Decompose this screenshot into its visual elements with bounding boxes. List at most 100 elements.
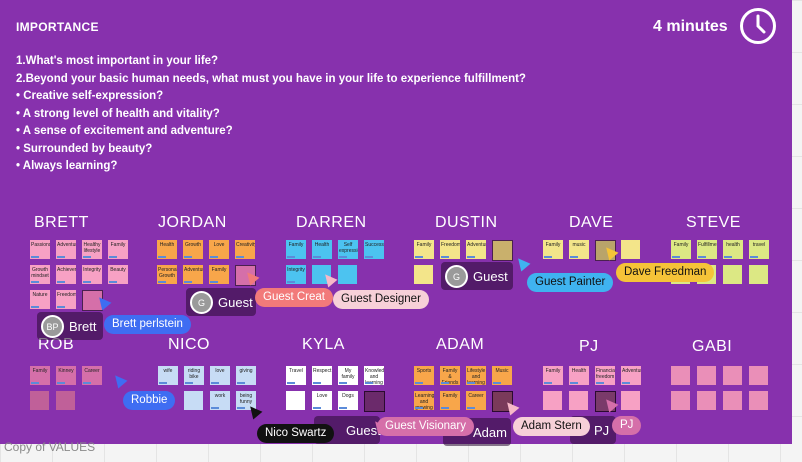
sticky-note[interactable]: giving — [236, 366, 256, 385]
sticky-note[interactable]: Family — [286, 240, 306, 259]
sticky-note[interactable]: Love — [209, 240, 229, 259]
sticky-note-empty[interactable] — [338, 265, 357, 284]
sticky-note[interactable]: Family — [209, 265, 229, 284]
sticky-note[interactable]: Health — [312, 240, 332, 259]
sticky-note[interactable]: Nature — [30, 290, 50, 309]
sticky-note[interactable]: Travel — [286, 366, 306, 385]
sticky-note-empty[interactable] — [621, 391, 640, 410]
sticky-note[interactable]: Achievement — [56, 265, 76, 284]
cursor-label-robbie: Robbie — [123, 391, 176, 410]
sticky-note[interactable]: Health — [157, 240, 177, 259]
sticky-note[interactable]: Love — [312, 391, 332, 410]
sticky-note[interactable]: Adventure — [183, 265, 203, 284]
sticky-note[interactable]: music — [569, 240, 589, 259]
sticky-note-empty[interactable] — [723, 366, 742, 385]
sticky-note[interactable]: My family — [338, 366, 358, 385]
sticky-note[interactable]: Adventure — [466, 240, 486, 259]
sticky-note[interactable]: health — [723, 240, 743, 259]
sticky-note-empty[interactable] — [749, 265, 768, 284]
sticky-note-selected[interactable] — [492, 240, 513, 261]
sticky-note-empty[interactable] — [723, 391, 742, 410]
sticky-note[interactable]: Career — [466, 391, 486, 410]
sticky-note[interactable]: Integrity — [82, 265, 102, 284]
frame-name-label[interactable]: Copy of VALUES — [4, 440, 96, 454]
sticky-note[interactable]: Creativity — [235, 240, 255, 259]
sticky-note[interactable]: Personal Growth — [157, 265, 177, 284]
sticky-note[interactable]: Freedom — [440, 240, 460, 259]
sticky-note[interactable]: Lifestyle and learning — [466, 366, 486, 385]
sticky-note[interactable]: Freedom — [56, 290, 76, 309]
sticky-note[interactable]: Music — [492, 366, 512, 385]
sticky-note[interactable]: Dogs — [338, 391, 358, 410]
sticky-note[interactable]: work — [210, 391, 230, 410]
sticky-note-empty[interactable] — [543, 391, 562, 410]
sticky-note-selected[interactable] — [364, 391, 385, 412]
sticky-note-empty[interactable] — [569, 391, 588, 410]
sticky-note-empty[interactable] — [723, 265, 742, 284]
sticky-note[interactable]: Health — [569, 366, 589, 385]
sticky-note[interactable]: Growth — [183, 240, 203, 259]
sticky-note-empty[interactable] — [697, 366, 716, 385]
sticky-note[interactable]: Family & Friends — [440, 366, 460, 385]
sticky-note-empty[interactable] — [749, 391, 768, 410]
prompt-list: 1.What's most important in your life? 2.… — [16, 53, 526, 176]
sticky-note[interactable]: Kinney — [56, 366, 76, 385]
sticky-note[interactable]: Family — [440, 391, 460, 410]
sticky-note-empty[interactable] — [671, 391, 690, 410]
sticky-note[interactable]: Success — [364, 240, 384, 259]
sticky-note[interactable]: Family — [30, 366, 50, 385]
sticky-note[interactable]: Financial freedom — [595, 366, 615, 385]
avatar-name: Guest — [346, 423, 381, 438]
sticky-note[interactable]: Healthy lifestyle — [82, 240, 102, 259]
sticky-note[interactable]: Growth mindset — [30, 265, 50, 284]
prompt-bullet-2: • A strong level of health and vitality? — [16, 107, 220, 120]
sticky-note-empty[interactable] — [414, 265, 433, 284]
sticky-note-selected[interactable] — [235, 265, 256, 286]
sticky-note-empty[interactable] — [749, 366, 768, 385]
person-name-pj: PJ — [579, 338, 599, 355]
sticky-note[interactable]: Family — [671, 240, 691, 259]
sticky-note-empty[interactable] — [621, 240, 640, 259]
sticky-note[interactable]: Adventure — [621, 366, 641, 385]
sticky-note[interactable]: Respect — [312, 366, 332, 385]
collaborator-guest-dustin: G Guest — [441, 262, 513, 290]
sticky-note-selected[interactable] — [492, 391, 513, 412]
sticky-note-empty[interactable] — [697, 391, 716, 410]
sticky-note[interactable]: Integrity — [286, 265, 306, 284]
sticky-note-empty[interactable] — [671, 366, 690, 385]
sticky-note[interactable]: Family — [543, 240, 563, 259]
sticky-note[interactable]: Passions — [30, 240, 50, 259]
sticky-note[interactable]: Self expression — [338, 240, 358, 259]
sticky-note-selected[interactable] — [595, 391, 616, 412]
sticky-note-empty[interactable] — [312, 265, 331, 284]
person-name-gabi: GABI — [692, 338, 733, 355]
sticky-note[interactable]: Career — [82, 366, 102, 385]
sticky-note[interactable]: wife — [158, 366, 178, 385]
sticky-note-selected[interactable] — [595, 240, 616, 261]
sticky-note-selected[interactable] — [82, 290, 103, 311]
sticky-note[interactable]: Learning and growing — [414, 391, 434, 410]
sticky-note[interactable]: Family — [543, 366, 563, 385]
cursor-label-pj: PJ — [612, 416, 642, 435]
sticky-note[interactable]: riding bike — [184, 366, 204, 385]
sticky-note[interactable]: being funny — [236, 391, 256, 410]
sticky-note[interactable]: travel — [749, 240, 769, 259]
person-name-steve: STEVE — [686, 214, 741, 231]
sticky-note[interactable]: Family — [108, 240, 128, 259]
importance-frame[interactable]: IMPORTANCE 4 minutes 1.What's most impor… — [0, 0, 792, 446]
cursor-label-guest-painter: Guest Painter — [527, 273, 614, 292]
sticky-note[interactable]: Family — [414, 240, 434, 259]
person-name-adam: ADAM — [436, 336, 485, 353]
prompt-1: 1.What's most important in your life? — [16, 55, 219, 67]
sticky-note-empty[interactable] — [30, 391, 49, 410]
sticky-note[interactable]: Sports — [414, 366, 434, 385]
sticky-note[interactable]: Fulfillment — [697, 240, 717, 259]
sticky-note[interactable]: Adventure — [56, 240, 76, 259]
sticky-note-empty[interactable] — [286, 391, 305, 410]
sticky-note[interactable]: Beauty — [108, 265, 128, 284]
sticky-note[interactable]: love — [210, 366, 230, 385]
sticky-note-empty[interactable] — [184, 391, 203, 410]
sticky-note[interactable]: Knowledge and learning — [364, 366, 384, 385]
person-name-brett: BRETT — [34, 214, 89, 231]
sticky-note-empty[interactable] — [56, 391, 75, 410]
